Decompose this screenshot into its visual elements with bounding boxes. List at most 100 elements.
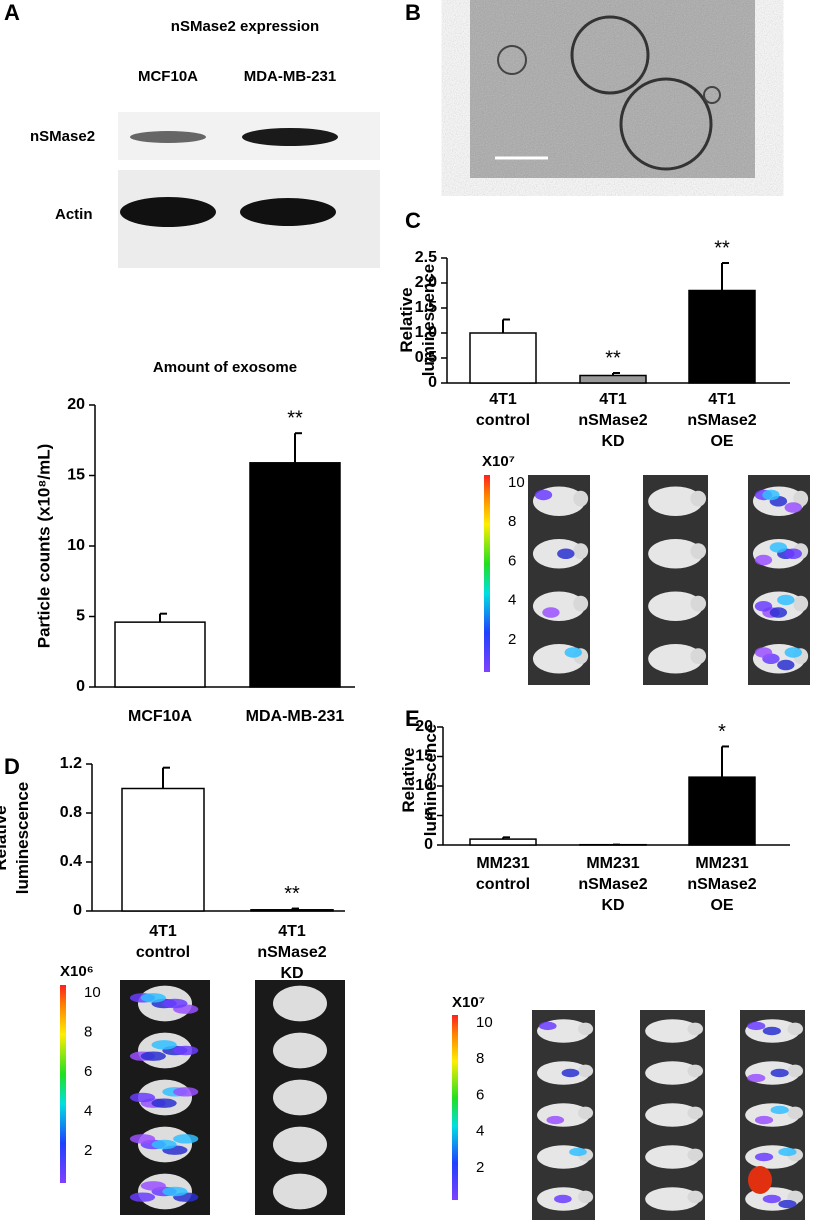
y-tick-label: 0.8: [60, 804, 82, 821]
x-tick-label: MM231 control: [476, 855, 530, 893]
signal: [770, 1105, 789, 1115]
signal: [569, 1147, 587, 1157]
panel-label: B: [405, 0, 421, 25]
x-tick-label: 4T1 nSMase2 KD: [257, 923, 326, 982]
y-tick-label: 15: [415, 748, 433, 765]
significance: **: [287, 407, 303, 429]
colorbar-tick-label: 6: [508, 552, 516, 569]
signal: [747, 1073, 766, 1083]
mouse: [645, 1145, 700, 1169]
y-tick-label: 20: [67, 396, 85, 413]
y-axis-label: Relative luminescence: [399, 724, 440, 836]
bar: [688, 776, 756, 846]
signal: [784, 647, 802, 658]
bar: [249, 462, 341, 688]
mouse: [645, 1061, 700, 1085]
signal: [769, 607, 788, 618]
signal: [748, 1166, 772, 1194]
colorbar-tick-label: 2: [476, 1159, 484, 1176]
signal: [564, 647, 582, 658]
micrograph: [470, 0, 755, 178]
y-tick-label: 5: [76, 608, 85, 625]
signal: [151, 1040, 177, 1050]
y-tick-label: 0: [73, 902, 82, 919]
mouse: [645, 1019, 700, 1043]
colorbar-tick-label: 10: [84, 984, 101, 1001]
x-tick-label: MM231 nSMase2 KD: [578, 855, 647, 914]
colorbar-tick-label: 10: [476, 1014, 493, 1031]
bar: [114, 621, 206, 688]
mouse-head: [793, 490, 809, 507]
organ: [273, 985, 327, 1022]
significance: **: [605, 347, 621, 369]
lane-label: MCF10A: [138, 68, 198, 85]
mouse-head: [577, 1022, 594, 1036]
signal: [546, 1115, 565, 1125]
mouse-head: [690, 543, 707, 559]
mouse-head: [573, 595, 589, 612]
colorbar: [60, 985, 66, 1183]
mouse-head: [687, 1148, 704, 1162]
y-tick-label: 0.5: [415, 349, 437, 366]
y-tick-label: 0: [424, 836, 433, 853]
mouse-head: [687, 1106, 704, 1120]
colorbar-unit: X10⁷: [482, 453, 515, 470]
x-tick-label: 4T1 control: [476, 391, 530, 429]
signal: [557, 548, 575, 559]
x-tick-label: 4T1 nSMase2 OE: [687, 391, 756, 450]
y-tick-label: 2.0: [415, 274, 437, 291]
colorbar-tick-label: 4: [84, 1102, 92, 1119]
signal: [151, 1139, 177, 1150]
signal: [140, 1051, 166, 1061]
y-axis-label: Relative luminescence: [0, 782, 32, 894]
organ: [273, 1126, 327, 1163]
bar: [469, 332, 537, 384]
y-axis-label: Relative luminescence: [397, 264, 438, 376]
signal: [769, 542, 788, 553]
signal: [534, 489, 553, 501]
signal: [129, 1092, 156, 1103]
x-tick-label: MCF10A: [128, 708, 192, 725]
signal: [542, 607, 560, 618]
significance: **: [714, 237, 730, 259]
colorbar-tick-label: 8: [476, 1050, 484, 1067]
mouse: [648, 539, 703, 569]
y-tick-label: 0: [76, 678, 85, 695]
colorbar-tick-label: 10: [508, 474, 525, 491]
signal: [777, 659, 795, 671]
row-label: Actin: [55, 206, 93, 223]
signal: [162, 998, 188, 1009]
mouse-head: [577, 1190, 594, 1204]
significance: *: [718, 721, 726, 743]
colorbar-unit: X10⁶: [60, 963, 94, 980]
blot-title: nSMase2 expression: [171, 18, 319, 35]
y-tick-label: 20: [415, 718, 433, 735]
signal: [173, 1087, 199, 1097]
y-tick-label: 1.2: [60, 755, 82, 772]
signal: [173, 1045, 199, 1056]
signal: [162, 1186, 188, 1197]
mouse-head: [687, 1190, 704, 1204]
signal: [173, 1134, 199, 1144]
x-tick-label: MM231 nSMase2 OE: [687, 855, 756, 914]
mouse-head: [690, 595, 707, 612]
bar: [121, 787, 205, 912]
panel-label: D: [4, 754, 20, 779]
blot-image: [118, 112, 380, 268]
panel-label: E: [405, 706, 420, 731]
chart-title: Amount of exosome: [153, 359, 297, 376]
y-tick-label: 10: [67, 537, 85, 554]
x-tick-label: MDA-MB-231: [246, 708, 345, 725]
y-tick-label: 1.0: [415, 324, 437, 341]
bar: [469, 838, 537, 846]
colorbar-unit: X10⁷: [452, 994, 485, 1011]
colorbar-tick-label: 8: [84, 1023, 92, 1040]
signal: [129, 1134, 156, 1144]
colorbar-tick-label: 2: [84, 1142, 92, 1159]
signal: [770, 1068, 789, 1078]
signal: [784, 548, 802, 559]
signal: [754, 601, 773, 612]
mouse-head: [687, 1022, 704, 1036]
mouse-head: [793, 595, 809, 612]
